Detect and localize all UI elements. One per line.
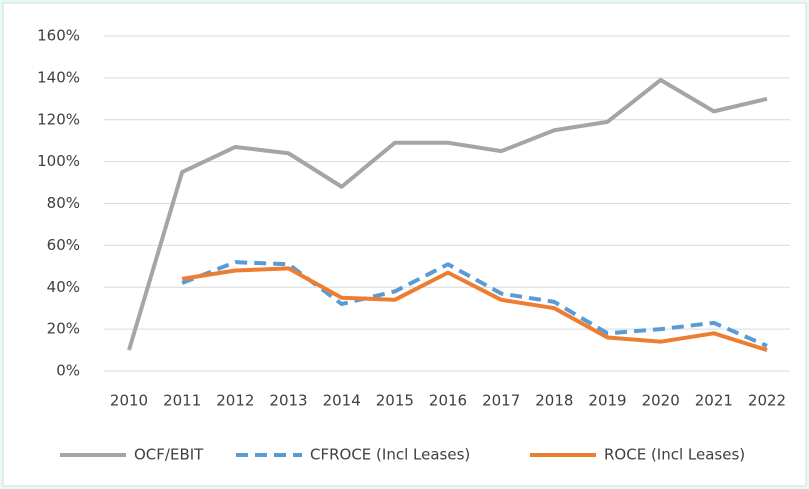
x-tick-label: 2018 [535,392,573,410]
y-tick-label: 40% [47,278,80,296]
x-tick-label: 2013 [269,392,307,410]
x-tick-label: 2017 [482,392,520,410]
y-tick-label: 120% [37,110,80,128]
x-tick-label: 2022 [748,392,786,410]
y-tick-label: 140% [37,68,80,86]
legend-label: CFROCE (Incl Leases) [310,446,470,464]
x-tick-label: 2010 [110,392,148,410]
x-tick-label: 2011 [163,392,201,410]
x-tick-label: 2015 [376,392,414,410]
legend-label: ROCE (Incl Leases) [604,446,745,464]
y-tick-label: 100% [37,152,80,170]
x-tick-label: 2012 [216,392,254,410]
y-tick-label: 20% [47,320,80,338]
series-line [181,266,768,352]
y-tick-label: 0% [56,362,80,380]
x-tick-label: 2021 [695,392,733,410]
series-line [127,77,768,351]
x-tick-label: 2016 [429,392,467,410]
series-line [181,260,768,348]
x-tick-label: 2014 [323,392,361,410]
x-tick-label: 2019 [588,392,626,410]
y-tick-label: 160% [37,27,80,45]
y-tick-label: 60% [47,236,80,254]
legend-label: OCF/EBIT [134,446,204,464]
x-tick-label: 2020 [642,392,680,410]
y-tick-label: 80% [47,194,80,212]
